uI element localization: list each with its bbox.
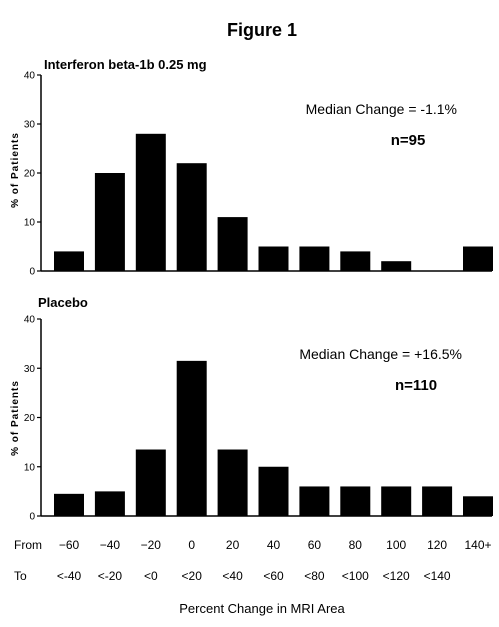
bar (94, 491, 125, 516)
category-labels: −60 −40 −20 0 20 40 60 80 100 120 140+ <-40 <-20 <0 <2… (57, 538, 492, 583)
x-axis-label: Percent Change in MRI Area (179, 601, 345, 616)
to-label: <100 (342, 569, 369, 583)
y-tick-label: 0 (29, 512, 35, 523)
from-label: −60 (59, 538, 80, 552)
from-label: 60 (308, 538, 322, 552)
from-label: 140+ (464, 538, 491, 552)
panel-title: Interferon beta-1b 0.25 mg (44, 57, 207, 72)
to-label: <60 (263, 569, 284, 583)
n-label: n=95 (391, 132, 426, 149)
y-tick-label: 30 (24, 120, 36, 131)
bar (381, 261, 412, 271)
from-row-label: From (14, 538, 42, 552)
y-tick-label: 40 (24, 315, 36, 326)
y-tick-label: 30 (24, 364, 36, 375)
to-label: <80 (304, 569, 325, 583)
to-row-label: To (14, 569, 27, 583)
bar (463, 496, 493, 516)
y-tick-label: 20 (24, 169, 36, 180)
panel-interferon: Interferon beta-1b 0.25 mg Median Change… (10, 57, 493, 278)
to-label: <120 (383, 569, 410, 583)
y-tick-label: 40 (24, 71, 36, 82)
median-annotation: Median Change = -1.1% (306, 101, 457, 117)
to-label: <20 (182, 569, 203, 583)
to-label: <-40 (57, 569, 82, 583)
from-label: 0 (188, 538, 195, 552)
figure-title: Figure 1 (227, 20, 297, 40)
bar (176, 163, 207, 271)
bar (94, 173, 125, 271)
bar (299, 246, 330, 271)
y-tick-label: 10 (24, 218, 36, 229)
bar (340, 251, 371, 271)
panel-placebo: Placebo Median Change = +16.5% n=110 % o… (10, 295, 493, 523)
bar (176, 360, 207, 516)
bar (217, 449, 248, 516)
to-label: <40 (222, 569, 243, 583)
bar (381, 486, 412, 516)
median-annotation: Median Change = +16.5% (299, 346, 462, 362)
n-label: n=110 (395, 377, 437, 394)
bar (258, 246, 289, 271)
from-label: 120 (427, 538, 447, 552)
from-label: −40 (100, 538, 121, 552)
from-label: 80 (349, 538, 363, 552)
to-label: <140 (424, 569, 451, 583)
bar (54, 493, 84, 516)
from-label: −20 (141, 538, 162, 552)
y-axis-label: % of Patients (10, 380, 21, 456)
bar (299, 486, 330, 516)
bar (54, 251, 84, 271)
y-tick-label: 20 (24, 413, 36, 424)
bar (258, 466, 289, 516)
from-label: 40 (267, 538, 281, 552)
bar (135, 133, 166, 271)
from-label: 20 (226, 538, 240, 552)
to-label: <0 (144, 569, 158, 583)
bar (217, 217, 248, 271)
y-axis-label: % of Patients (10, 132, 21, 208)
from-label: 100 (386, 538, 406, 552)
bar (340, 486, 371, 516)
bar (463, 246, 493, 271)
panel-title: Placebo (38, 295, 88, 310)
to-label: <-20 (98, 569, 123, 583)
y-tick-label: 10 (24, 462, 36, 473)
bar (422, 486, 453, 516)
bar (135, 449, 166, 516)
y-tick-label: 0 (29, 267, 35, 278)
